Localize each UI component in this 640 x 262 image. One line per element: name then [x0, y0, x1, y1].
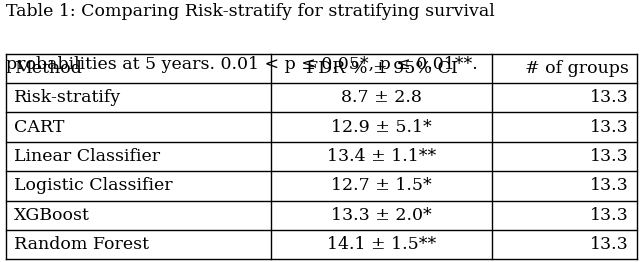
Text: probabilities at 5 years. 0.01 < p ≤ 0.05*, p ≤ 0.01**.: probabilities at 5 years. 0.01 < p ≤ 0.0… [6, 56, 478, 73]
Text: FDR % ± 95% CI: FDR % ± 95% CI [305, 60, 458, 77]
Text: 13.3: 13.3 [590, 177, 629, 194]
Text: Random Forest: Random Forest [14, 236, 149, 253]
Text: XGBoost: XGBoost [14, 207, 90, 224]
Text: Logistic Classifier: Logistic Classifier [14, 177, 173, 194]
Text: Table 1: Comparing Risk-stratify for stratifying survival: Table 1: Comparing Risk-stratify for str… [6, 3, 495, 20]
Text: Risk-stratify: Risk-stratify [14, 89, 122, 106]
Text: 13.3: 13.3 [590, 236, 629, 253]
Text: 13.3: 13.3 [590, 148, 629, 165]
Text: 12.9 ± 5.1*: 12.9 ± 5.1* [331, 119, 432, 136]
Text: 13.3: 13.3 [590, 89, 629, 106]
Text: 13.3: 13.3 [590, 119, 629, 136]
Text: CART: CART [14, 119, 65, 136]
Text: Linear Classifier: Linear Classifier [14, 148, 160, 165]
Text: # of groups: # of groups [525, 60, 629, 77]
Text: 13.3 ± 2.0*: 13.3 ± 2.0* [331, 207, 432, 224]
Text: 13.3: 13.3 [590, 207, 629, 224]
Text: 14.1 ± 1.5**: 14.1 ± 1.5** [327, 236, 436, 253]
Text: Method: Method [14, 60, 82, 77]
Text: 13.4 ± 1.1**: 13.4 ± 1.1** [327, 148, 436, 165]
Text: 8.7 ± 2.8: 8.7 ± 2.8 [341, 89, 422, 106]
Text: 12.7 ± 1.5*: 12.7 ± 1.5* [331, 177, 432, 194]
